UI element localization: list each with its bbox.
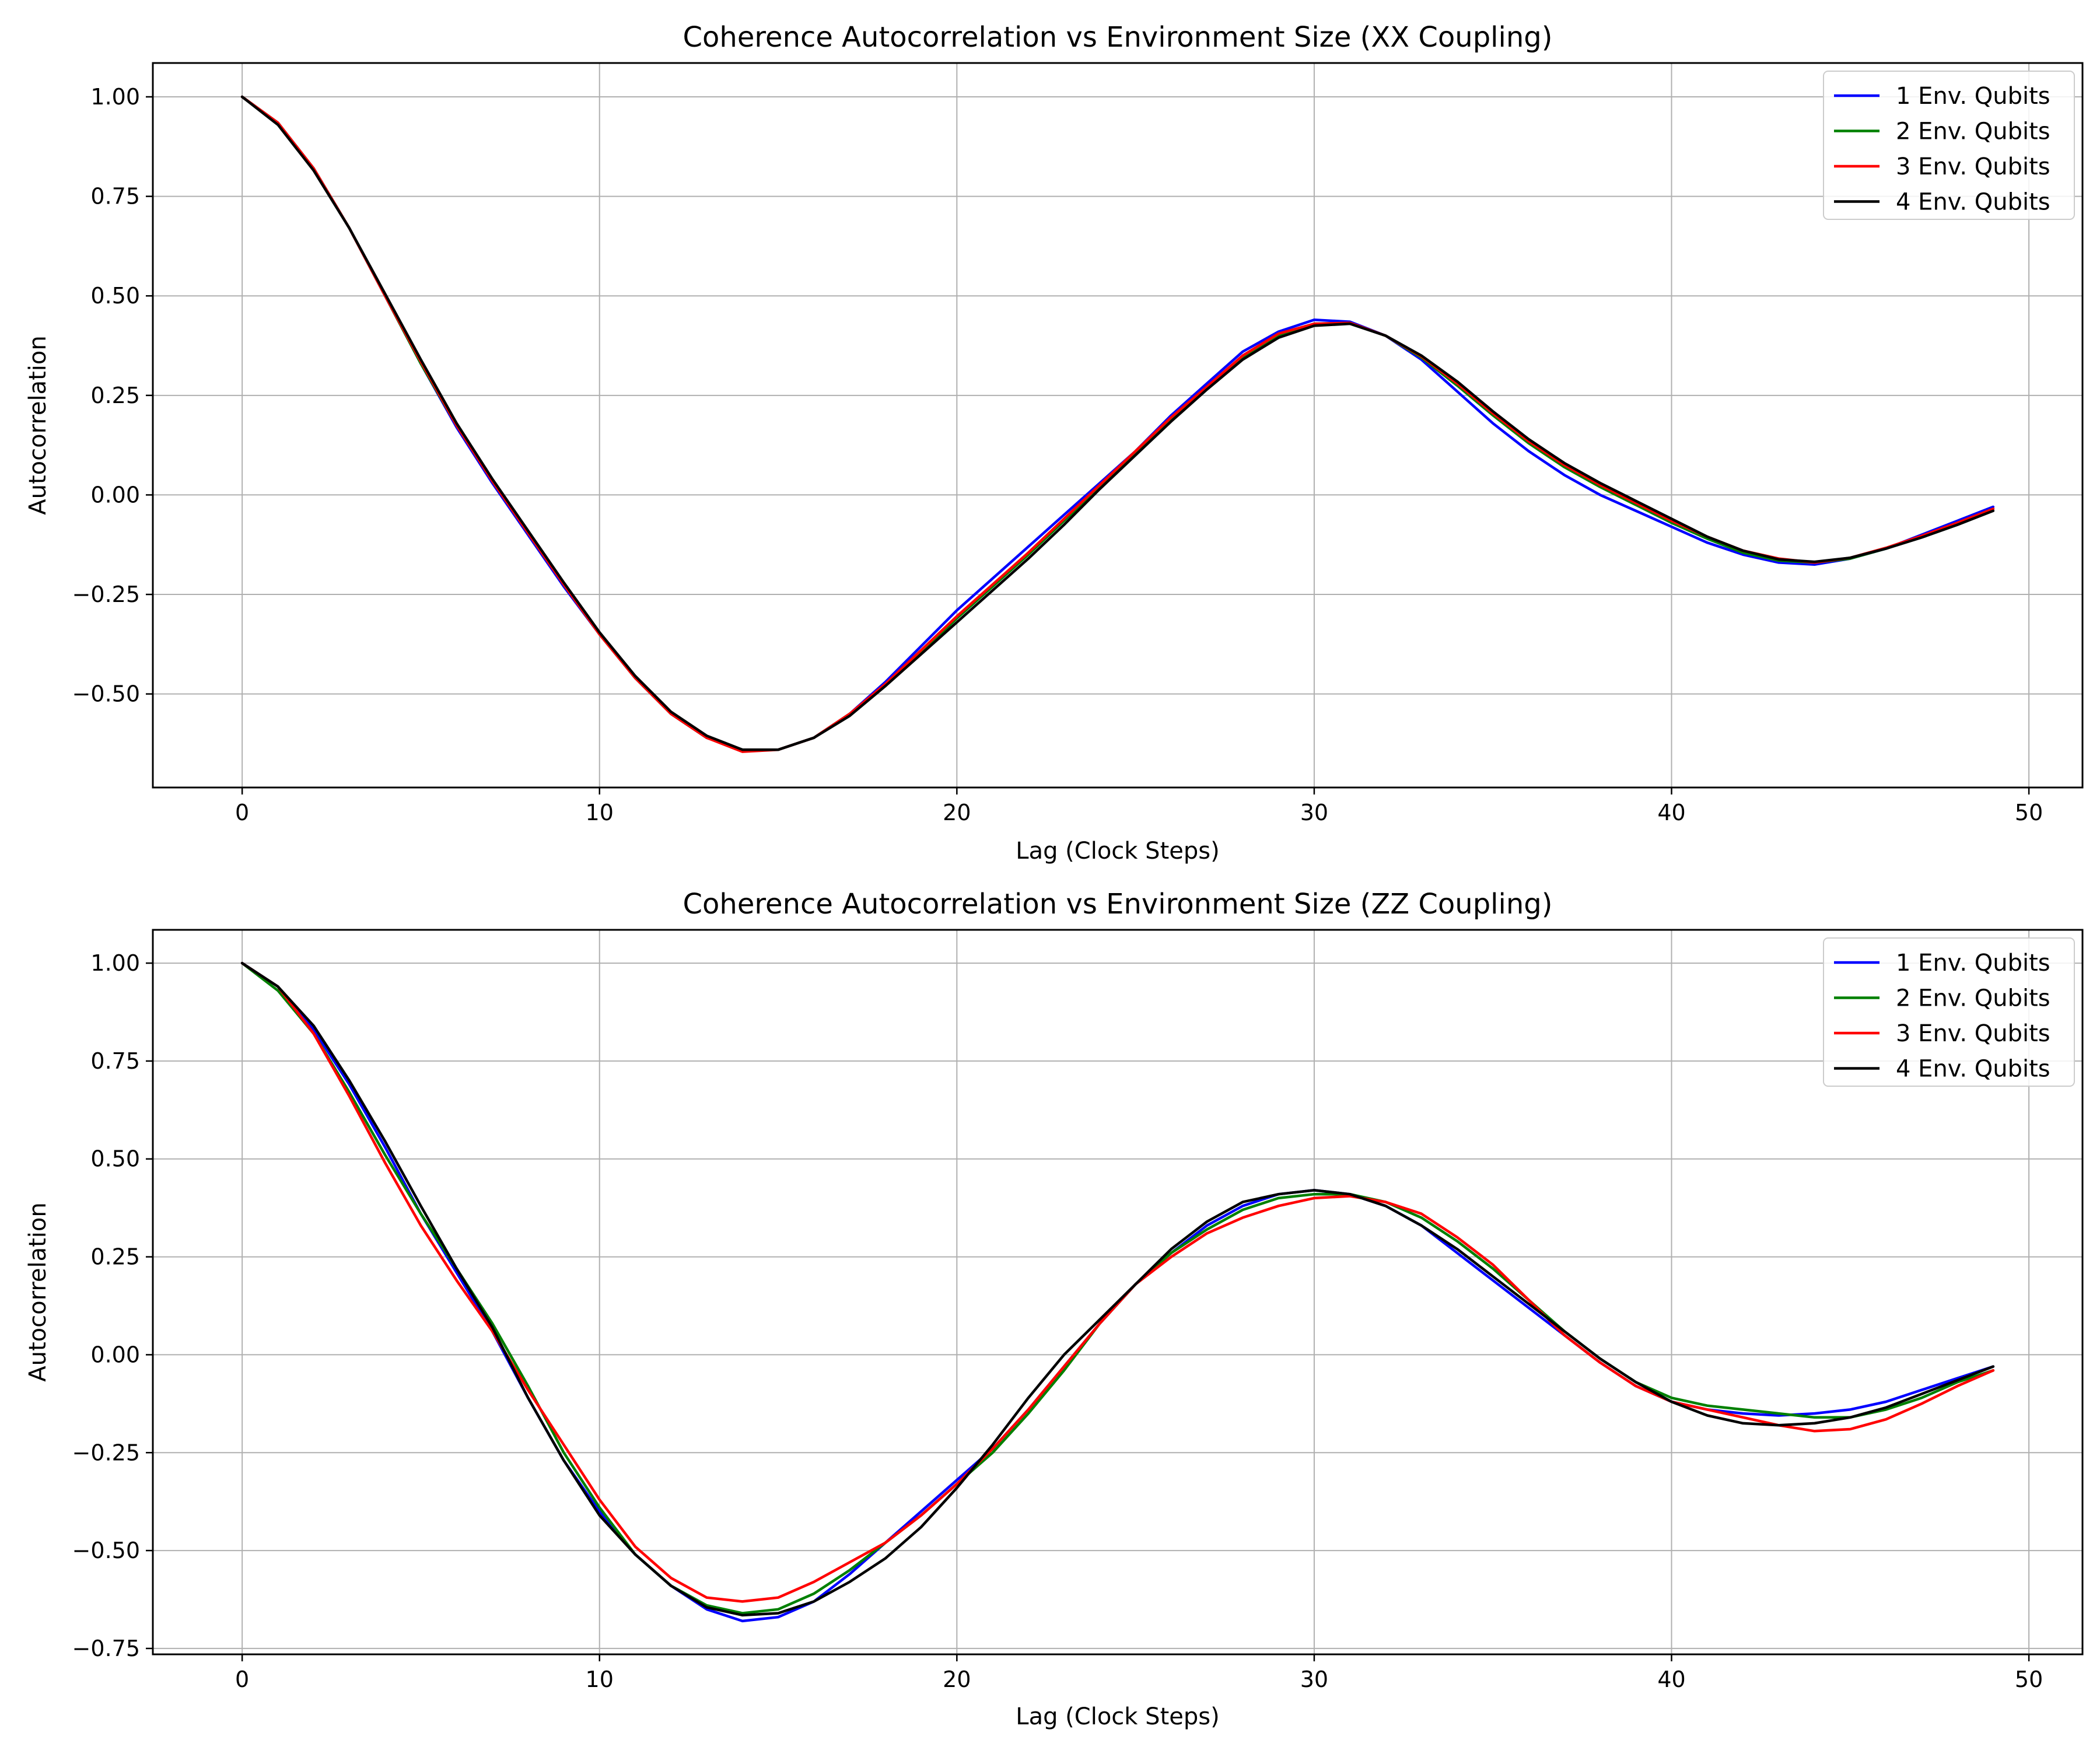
chart-xx-coupling: Coherence Autocorrelation vs Environment… (24, 21, 2084, 864)
x-axis-label: Lag (Clock Steps) (1016, 1703, 1219, 1730)
legend-entry: 1 Env. Qubits (1896, 950, 2050, 977)
y-axis-label: Autocorrelation (24, 1202, 51, 1382)
legend: 1 Env. Qubits 2 Env. Qubits 3 Env. Qubits 4… (1823, 71, 2075, 220)
y-tick-label: −0.75 (72, 1636, 140, 1661)
x-tick-label: 40 (1657, 1667, 1685, 1692)
y-tick-label: 0.50 (90, 283, 140, 309)
plot-frame (152, 62, 2084, 789)
y-tick-label: −0.50 (72, 681, 140, 707)
legend-entry: 4 Env. Qubits (1896, 1056, 2050, 1083)
series-line-4 (240, 95, 1995, 751)
legend-entry: 2 Env. Qubits (1896, 118, 2050, 145)
plot-frame (152, 929, 2084, 1656)
legend-entry: 1 Env. Qubits (1896, 83, 2050, 110)
y-tick-label: 0.00 (90, 482, 140, 508)
x-tick-label: 50 (2015, 1667, 2043, 1692)
chart-zz-coupling: Coherence Autocorrelation vs Environment… (24, 888, 2084, 1730)
x-tick-label: 40 (1657, 800, 1685, 825)
legend-box (1823, 71, 2075, 220)
x-tick-label: 30 (1300, 800, 1328, 825)
y-tick-label: 1.00 (90, 950, 140, 976)
x-tick-label: 0 (235, 1667, 249, 1692)
chart-title: Coherence Autocorrelation vs Environment… (683, 21, 1553, 54)
x-tick-label: 30 (1300, 1667, 1328, 1692)
x-tick-label: 10 (586, 800, 614, 825)
y-tick-label: −0.25 (72, 1440, 140, 1465)
y-tick-label: 0.50 (90, 1146, 140, 1172)
y-tick-label: 0.75 (90, 184, 140, 209)
legend-box (1823, 937, 2075, 1087)
y-tick-label: −0.50 (72, 1538, 140, 1563)
y-tick-label: 0.25 (90, 1244, 140, 1270)
legend-entry: 4 Env. Qubits (1896, 189, 2050, 216)
legend-entry: 3 Env. Qubits (1896, 1020, 2050, 1047)
chart-title: Coherence Autocorrelation vs Environment… (683, 888, 1553, 921)
y-tick-label: −0.25 (72, 582, 140, 607)
y-axis-label: Autocorrelation (24, 335, 51, 515)
y-tick-label: 0.75 (90, 1048, 140, 1074)
series-line-4 (240, 961, 1995, 1617)
x-tick-label: 10 (586, 1667, 614, 1692)
x-tick-label: 0 (235, 800, 249, 825)
y-tick-label: 0.00 (90, 1342, 140, 1367)
y-tick-label: 1.00 (90, 84, 140, 110)
legend-entry: 2 Env. Qubits (1896, 985, 2050, 1012)
legend-entry: 3 Env. Qubits (1896, 153, 2050, 180)
x-tick-label: 50 (2015, 800, 2043, 825)
x-tick-label: 20 (943, 800, 971, 825)
x-axis-label: Lag (Clock Steps) (1016, 838, 1219, 864)
legend: 1 Env. Qubits 2 Env. Qubits 3 Env. Qubits 4… (1823, 937, 2075, 1087)
series-line-3 (240, 961, 1995, 1603)
y-tick-label: 0.25 (90, 383, 140, 408)
x-tick-label: 20 (943, 1667, 971, 1692)
